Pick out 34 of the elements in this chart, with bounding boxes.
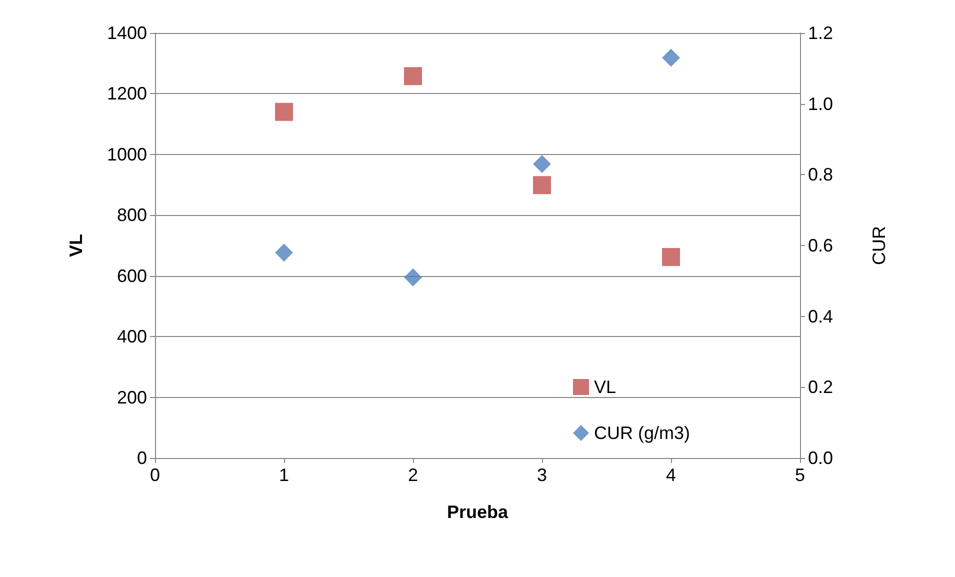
y2-tick-label: 1.2	[808, 23, 834, 43]
point	[404, 268, 422, 286]
point	[275, 102, 293, 121]
y2-tick-label: 0.0	[808, 448, 834, 468]
y-tick-label: 1200	[106, 84, 147, 104]
y-tick-label: 600	[116, 266, 147, 286]
point	[275, 244, 293, 262]
y-tick-label: 200	[116, 387, 147, 408]
x-tick-label: 2	[408, 465, 418, 485]
x-axis-title: Prueba	[446, 502, 509, 522]
x-tick-label: 4	[666, 465, 676, 485]
point	[662, 248, 680, 266]
x-tick-label: 5	[794, 465, 806, 485]
y-tick-label: 800	[116, 205, 147, 226]
y2-tick-label: 0.8	[808, 164, 834, 185]
x-tick-label: 0	[150, 465, 160, 485]
y-tick-label: 0	[136, 448, 147, 468]
y-tick-label: 400	[116, 326, 147, 347]
y2-tick-label: 0.4	[808, 306, 834, 326]
legend-label: VL	[594, 377, 616, 397]
y-tick-label: 1400	[106, 23, 147, 43]
x-tick-label: 1	[278, 465, 290, 485]
point	[533, 155, 551, 174]
point	[533, 176, 551, 194]
y2-axis-title: CUR	[869, 226, 889, 265]
y2-tick-label: 0.2	[808, 377, 834, 398]
y-tick-label: 1000	[106, 144, 147, 164]
legend-label: CUR (g/m3)	[594, 423, 690, 443]
point	[404, 67, 422, 86]
y2-tick-label: 1.0	[808, 94, 834, 114]
y-axis-title: VL	[66, 234, 86, 258]
y2-tick-label: 0.6	[808, 236, 834, 256]
point	[662, 48, 680, 67]
x-tick-label: 3	[536, 465, 548, 485]
